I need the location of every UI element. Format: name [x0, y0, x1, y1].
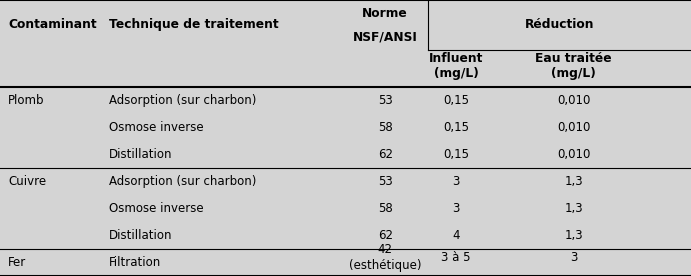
Text: 1,3: 1,3	[565, 229, 583, 242]
Text: Technique de traitement: Technique de traitement	[109, 18, 278, 31]
Text: Osmose inverse: Osmose inverse	[109, 202, 204, 215]
Text: 0,15: 0,15	[443, 121, 469, 134]
Text: 53: 53	[378, 94, 392, 107]
Text: Fer: Fer	[8, 256, 26, 269]
Text: Adsorption (sur charbon): Adsorption (sur charbon)	[109, 94, 256, 107]
Text: NSF/ANSI: NSF/ANSI	[353, 31, 417, 44]
Text: 42
(esthétique): 42 (esthétique)	[349, 243, 422, 272]
Text: Distillation: Distillation	[109, 148, 173, 161]
Text: Osmose inverse: Osmose inverse	[109, 121, 204, 134]
Text: 4: 4	[453, 229, 460, 242]
Text: Cuivre: Cuivre	[8, 175, 46, 188]
Text: 3: 3	[453, 202, 460, 215]
Text: Adsorption (sur charbon): Adsorption (sur charbon)	[109, 175, 256, 188]
Text: 1,3: 1,3	[565, 202, 583, 215]
Text: 62: 62	[378, 148, 392, 161]
Text: Eau traitée
(mg/L): Eau traitée (mg/L)	[536, 52, 612, 79]
Text: Plomb: Plomb	[8, 94, 45, 107]
Text: 58: 58	[378, 121, 392, 134]
Text: 3: 3	[453, 175, 460, 188]
Text: 3: 3	[570, 251, 577, 264]
Text: 0,15: 0,15	[443, 94, 469, 107]
Text: 0,010: 0,010	[557, 94, 590, 107]
Text: 62: 62	[378, 229, 392, 242]
Text: Influent
(mg/L): Influent (mg/L)	[429, 52, 483, 79]
Text: 0,010: 0,010	[557, 121, 590, 134]
Text: 3 à 5: 3 à 5	[442, 251, 471, 264]
Text: Contaminant: Contaminant	[8, 18, 97, 31]
Text: 0,010: 0,010	[557, 148, 590, 161]
Text: 58: 58	[378, 202, 392, 215]
Text: 0,15: 0,15	[443, 148, 469, 161]
Text: Filtration: Filtration	[109, 256, 162, 269]
Text: Réduction: Réduction	[525, 18, 594, 31]
Text: Distillation: Distillation	[109, 229, 173, 242]
Text: 53: 53	[378, 175, 392, 188]
Text: Norme: Norme	[362, 7, 408, 20]
Text: 1,3: 1,3	[565, 175, 583, 188]
